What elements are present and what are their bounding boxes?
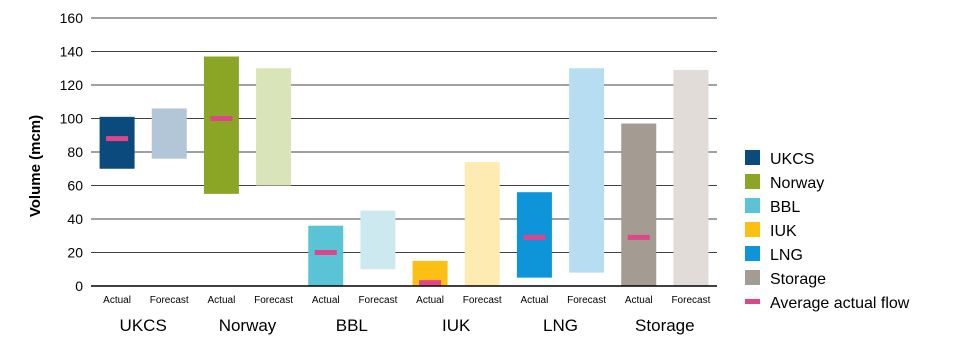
x-group-label-storage: Storage (635, 316, 695, 335)
x-group-label-iuk: IUK (442, 316, 471, 335)
bars (99, 56, 709, 287)
bar-norway-actual (203, 56, 239, 194)
y-tick-label: 60 (67, 178, 83, 194)
x-sub-label: Actual (416, 295, 444, 306)
grid-lines (91, 17, 717, 253)
bar-iuk-forecast (464, 162, 500, 286)
x-sub-label: Actual (208, 295, 236, 306)
legend-label-bbl: BBL (770, 199, 800, 216)
bar-lng-forecast (569, 68, 605, 273)
legend-label-average: Average actual flow (770, 295, 910, 312)
x-group-label-bbl: BBL (336, 316, 368, 335)
y-axis-label: Volume (mcm) (27, 115, 44, 217)
avg-marker-lng (523, 234, 546, 240)
legend-swatch-average (745, 299, 760, 304)
x-sub-label: Actual (312, 295, 340, 306)
bar-ukcs-forecast (151, 108, 187, 159)
bar-ukcs-actual (99, 116, 135, 169)
legend-label-lng: LNG (770, 247, 803, 264)
legend-label-ukcs: UKCS (770, 151, 814, 168)
bar-bbl-actual (308, 225, 344, 286)
legend: UKCS Norway BBL IUK LNG Storage Average actual… (745, 150, 910, 312)
y-tick-label: 40 (67, 211, 83, 227)
y-tick-label: 140 (60, 44, 84, 60)
x-sub-label: Forecast (150, 295, 189, 306)
x-sub-label: Forecast (671, 295, 710, 306)
y-tick-label: 100 (60, 111, 84, 127)
avg-marker-ukcs (106, 136, 129, 142)
y-tick-label: 80 (67, 144, 83, 160)
legend-swatch-norway (745, 174, 760, 189)
y-tick-label: 0 (75, 278, 83, 294)
y-tick-label: 160 (60, 10, 84, 26)
avg-marker-bbl (314, 250, 337, 255)
bar-storage-forecast (673, 69, 709, 286)
legend-label-iuk: IUK (770, 223, 797, 240)
x-sub-label: Forecast (254, 295, 293, 306)
x-group-label-norway: Norway (219, 316, 277, 335)
x-group-label-ukcs: UKCS (120, 316, 167, 335)
y-tick-label: 20 (67, 245, 83, 261)
x-sub-label: Forecast (463, 295, 502, 306)
x-sub-label: Forecast (358, 295, 397, 306)
legend-swatch-lng (745, 246, 760, 261)
x-axis-sub-labels: Actual Forecast Actual Forecast Actual Foreca… (103, 295, 710, 306)
avg-marker-norway (210, 116, 233, 121)
x-group-label-lng: LNG (543, 316, 578, 335)
legend-swatch-ukcs (745, 150, 760, 165)
bar-lng-actual (516, 192, 552, 278)
legend-swatch-iuk (745, 222, 760, 237)
x-axis-group-labels: UKCS Norway BBL IUK LNG Storage (120, 316, 695, 335)
x-sub-label: Actual (103, 295, 131, 306)
legend-swatch-storage (745, 270, 760, 285)
x-sub-label: Forecast (567, 295, 606, 306)
y-tick-label: 120 (60, 77, 84, 93)
bar-bbl-forecast (360, 210, 396, 270)
bar-norway-forecast (256, 68, 292, 186)
average-markers (106, 116, 650, 286)
avg-marker-storage (627, 234, 650, 240)
legend-label-norway: Norway (770, 175, 824, 192)
y-axis-tick-labels: 0 20 40 60 80 100 120 140 160 (60, 10, 84, 294)
x-sub-label: Actual (625, 295, 653, 306)
legend-swatch-bbl (745, 198, 760, 213)
x-sub-label: Actual (521, 295, 549, 306)
bar-storage-actual (621, 123, 657, 287)
avg-marker-iuk (419, 280, 442, 286)
legend-label-storage: Storage (770, 271, 826, 288)
